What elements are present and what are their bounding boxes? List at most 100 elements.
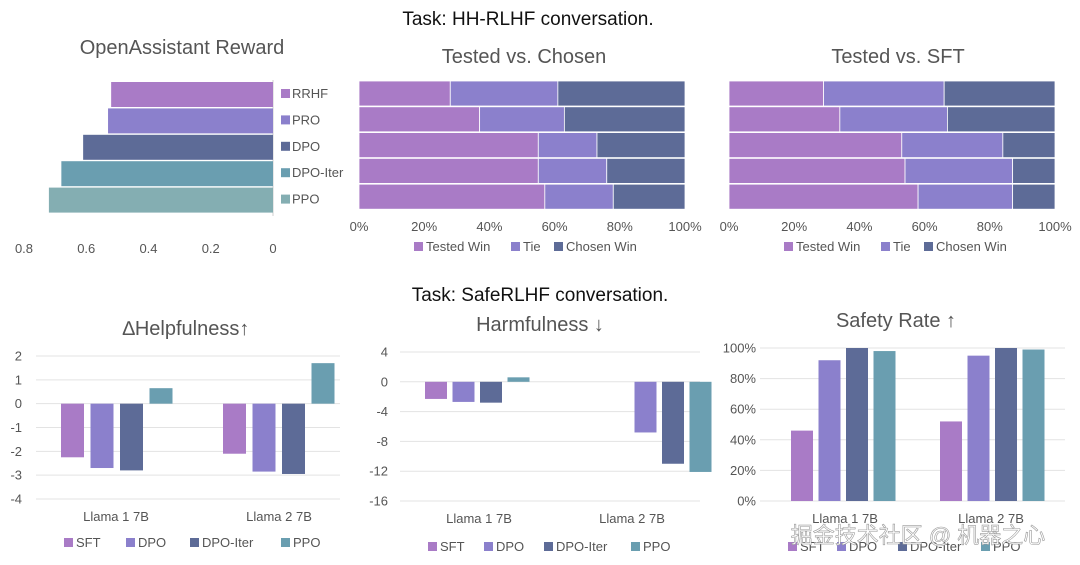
legend-swatch-dpo [281, 141, 290, 151]
legend-swatch-sft [428, 542, 437, 551]
bar-llama-1-7b-ppo [507, 377, 530, 382]
y-tick-label: -4 [376, 404, 388, 419]
y-tick-label: 20% [730, 463, 756, 478]
legend-swatch-dpo [484, 542, 493, 551]
task-title-saferlhf: Task: SafeRLHF conversation. [412, 285, 669, 306]
bar-llama-2-7b-dpo-iter [995, 348, 1017, 501]
legend-label-dpo: DPO [849, 539, 877, 554]
segment-pro-chosen-win [947, 106, 1056, 133]
x-tick-label: 100% [1038, 219, 1072, 234]
bar-llama-2-7b-ppo [689, 381, 712, 472]
legend-label-tie: Tie [893, 239, 911, 254]
legend-swatch-dpo-iter [190, 538, 199, 547]
x-tick-label: 20% [781, 219, 807, 234]
chart-safety-rate: Safety Rate ↑ 100% 80% 60% 40% 20% 0% Llama 1 7… [723, 310, 1065, 554]
segment-rrhf-tie [823, 80, 945, 107]
bar-llama-2-7b-dpo-iter [662, 381, 684, 464]
x-tick-label: 0.8 [15, 241, 33, 256]
bar-llama-1-7b-dpo-iter [120, 403, 143, 471]
chart-title: Tested vs. SFT [831, 46, 964, 68]
legend-label-tested-win: Tested Win [426, 239, 490, 254]
legend-swatch-ppo [281, 194, 290, 204]
y-tick-label: 100% [723, 341, 757, 356]
x-tick-label: 20% [411, 219, 437, 234]
x-tick-label: 0.2 [202, 241, 220, 256]
chart-title: OpenAssistant Reward [80, 37, 285, 59]
chart-openassistant-reward: OpenAssistant Reward RRHF PRO DPO DPO-Iter PP… [15, 37, 344, 256]
legend-swatch-ppo [631, 542, 640, 551]
segment-dpo-chosen-win [596, 132, 686, 159]
y-tick-label: -1 [10, 420, 22, 435]
bar-llama-2-7b-ppo [311, 363, 335, 404]
x-tick-label: 0.6 [77, 241, 95, 256]
category-label-ppo: PPO [292, 192, 319, 207]
y-tick-label: 0% [737, 494, 756, 509]
segment-ppo-tie [544, 183, 614, 210]
legend-swatch-rrhf [281, 89, 290, 98]
watermark-text: 掘金技术社区 @ 机器之心 [791, 523, 1046, 548]
bar-llama-2-7b-dpo-iter [282, 403, 305, 474]
legend-label-dpo-iter: DPO-Iter [556, 539, 608, 554]
chart-title: Safety Rate ↑ [836, 310, 956, 332]
segment-rrhf-chosen-win [943, 80, 1056, 107]
segment-dpo-tie [901, 132, 1004, 159]
segment-dpo-iter-tested-win [358, 157, 539, 184]
y-tick-label: 4 [381, 345, 388, 360]
segment-pro-tested-win [358, 106, 481, 133]
segment-dpo-iter-tested-win [728, 157, 906, 184]
legend-label-tested-win: Tested Win [796, 239, 860, 254]
bar-llama-1-7b-dpo [90, 403, 114, 469]
bar-llama-2-7b-sft [223, 403, 246, 454]
bar-llama-1-7b-sft [425, 381, 447, 399]
segment-rrhf-tie [449, 80, 559, 107]
legend-label-chosen-win: Chosen Win [566, 239, 637, 254]
bar-llama-2-7b-dpo [634, 381, 657, 433]
chart-harmfulness: Harmfulness ↓ 4 0 -4 -8 -12 -16 Llama 1 7B Llama… [369, 314, 712, 554]
y-tick-label: -4 [10, 492, 22, 507]
x-tick-label: 0% [720, 219, 739, 234]
legend-swatch-tested-win [414, 242, 423, 251]
legend-swatch-chosen-win [924, 242, 933, 251]
category-label-dpo-iter: DPO-Iter [292, 165, 344, 180]
segment-rrhf-chosen-win [557, 80, 686, 107]
legend-swatch-sft [64, 538, 73, 547]
bar-llama-2-7b-dpo [252, 403, 276, 472]
segment-dpo-iter-chosen-win [606, 157, 686, 184]
bar-pro [108, 108, 273, 134]
chart-title: Tested vs. Chosen [442, 46, 607, 68]
bar-llama-1-7b-ppo [873, 351, 896, 501]
bar-ppo [48, 187, 274, 213]
chart-tested-vs-sft: Tested vs. SFT 0% 20% 40% 60% 80% 100% Tested W… [720, 46, 1072, 254]
segment-pro-tested-win [728, 106, 841, 133]
legend-swatch-ppo [281, 538, 290, 547]
chart-title: ∆Helpfulness↑ [123, 318, 250, 340]
legend-swatch-tie [881, 242, 890, 251]
x-tick-label: 0.4 [139, 241, 157, 256]
y-tick-label: -3 [10, 468, 22, 483]
segment-dpo-tie [537, 132, 598, 159]
category-label-rrhf: RRHF [292, 86, 328, 101]
x-tick-label: 80% [977, 219, 1003, 234]
segment-dpo-tested-win [728, 132, 903, 159]
segment-ppo-tie [917, 183, 1014, 210]
bar-llama-1-7b-dpo [818, 360, 841, 501]
y-tick-label: 0 [15, 396, 22, 411]
segment-dpo-iter-chosen-win [1012, 157, 1056, 184]
segment-ppo-tested-win [358, 183, 546, 210]
y-tick-label: 0 [381, 374, 388, 389]
legend-swatch-tie [511, 242, 520, 251]
legend-label-ppo: PPO [993, 539, 1020, 554]
y-tick-label: -2 [10, 444, 22, 459]
legend-label-sft: SFT [76, 535, 101, 550]
bar-llama-1-7b-sft [61, 403, 84, 458]
segment-dpo-chosen-win [1002, 132, 1056, 159]
legend-label-chosen-win: Chosen Win [936, 239, 1007, 254]
bar-dpo [83, 134, 273, 160]
legend-label-dpo: DPO [496, 539, 524, 554]
category-label-llama-1-7b: Llama 1 7B [812, 511, 878, 526]
legend-label-dpo: DPO [138, 535, 166, 550]
legend-swatch-ppo [981, 542, 990, 551]
x-tick-label: 60% [912, 219, 938, 234]
legend-label-dpo-iter: DPO-Iter [202, 535, 254, 550]
legend-swatch-tested-win [784, 242, 793, 251]
